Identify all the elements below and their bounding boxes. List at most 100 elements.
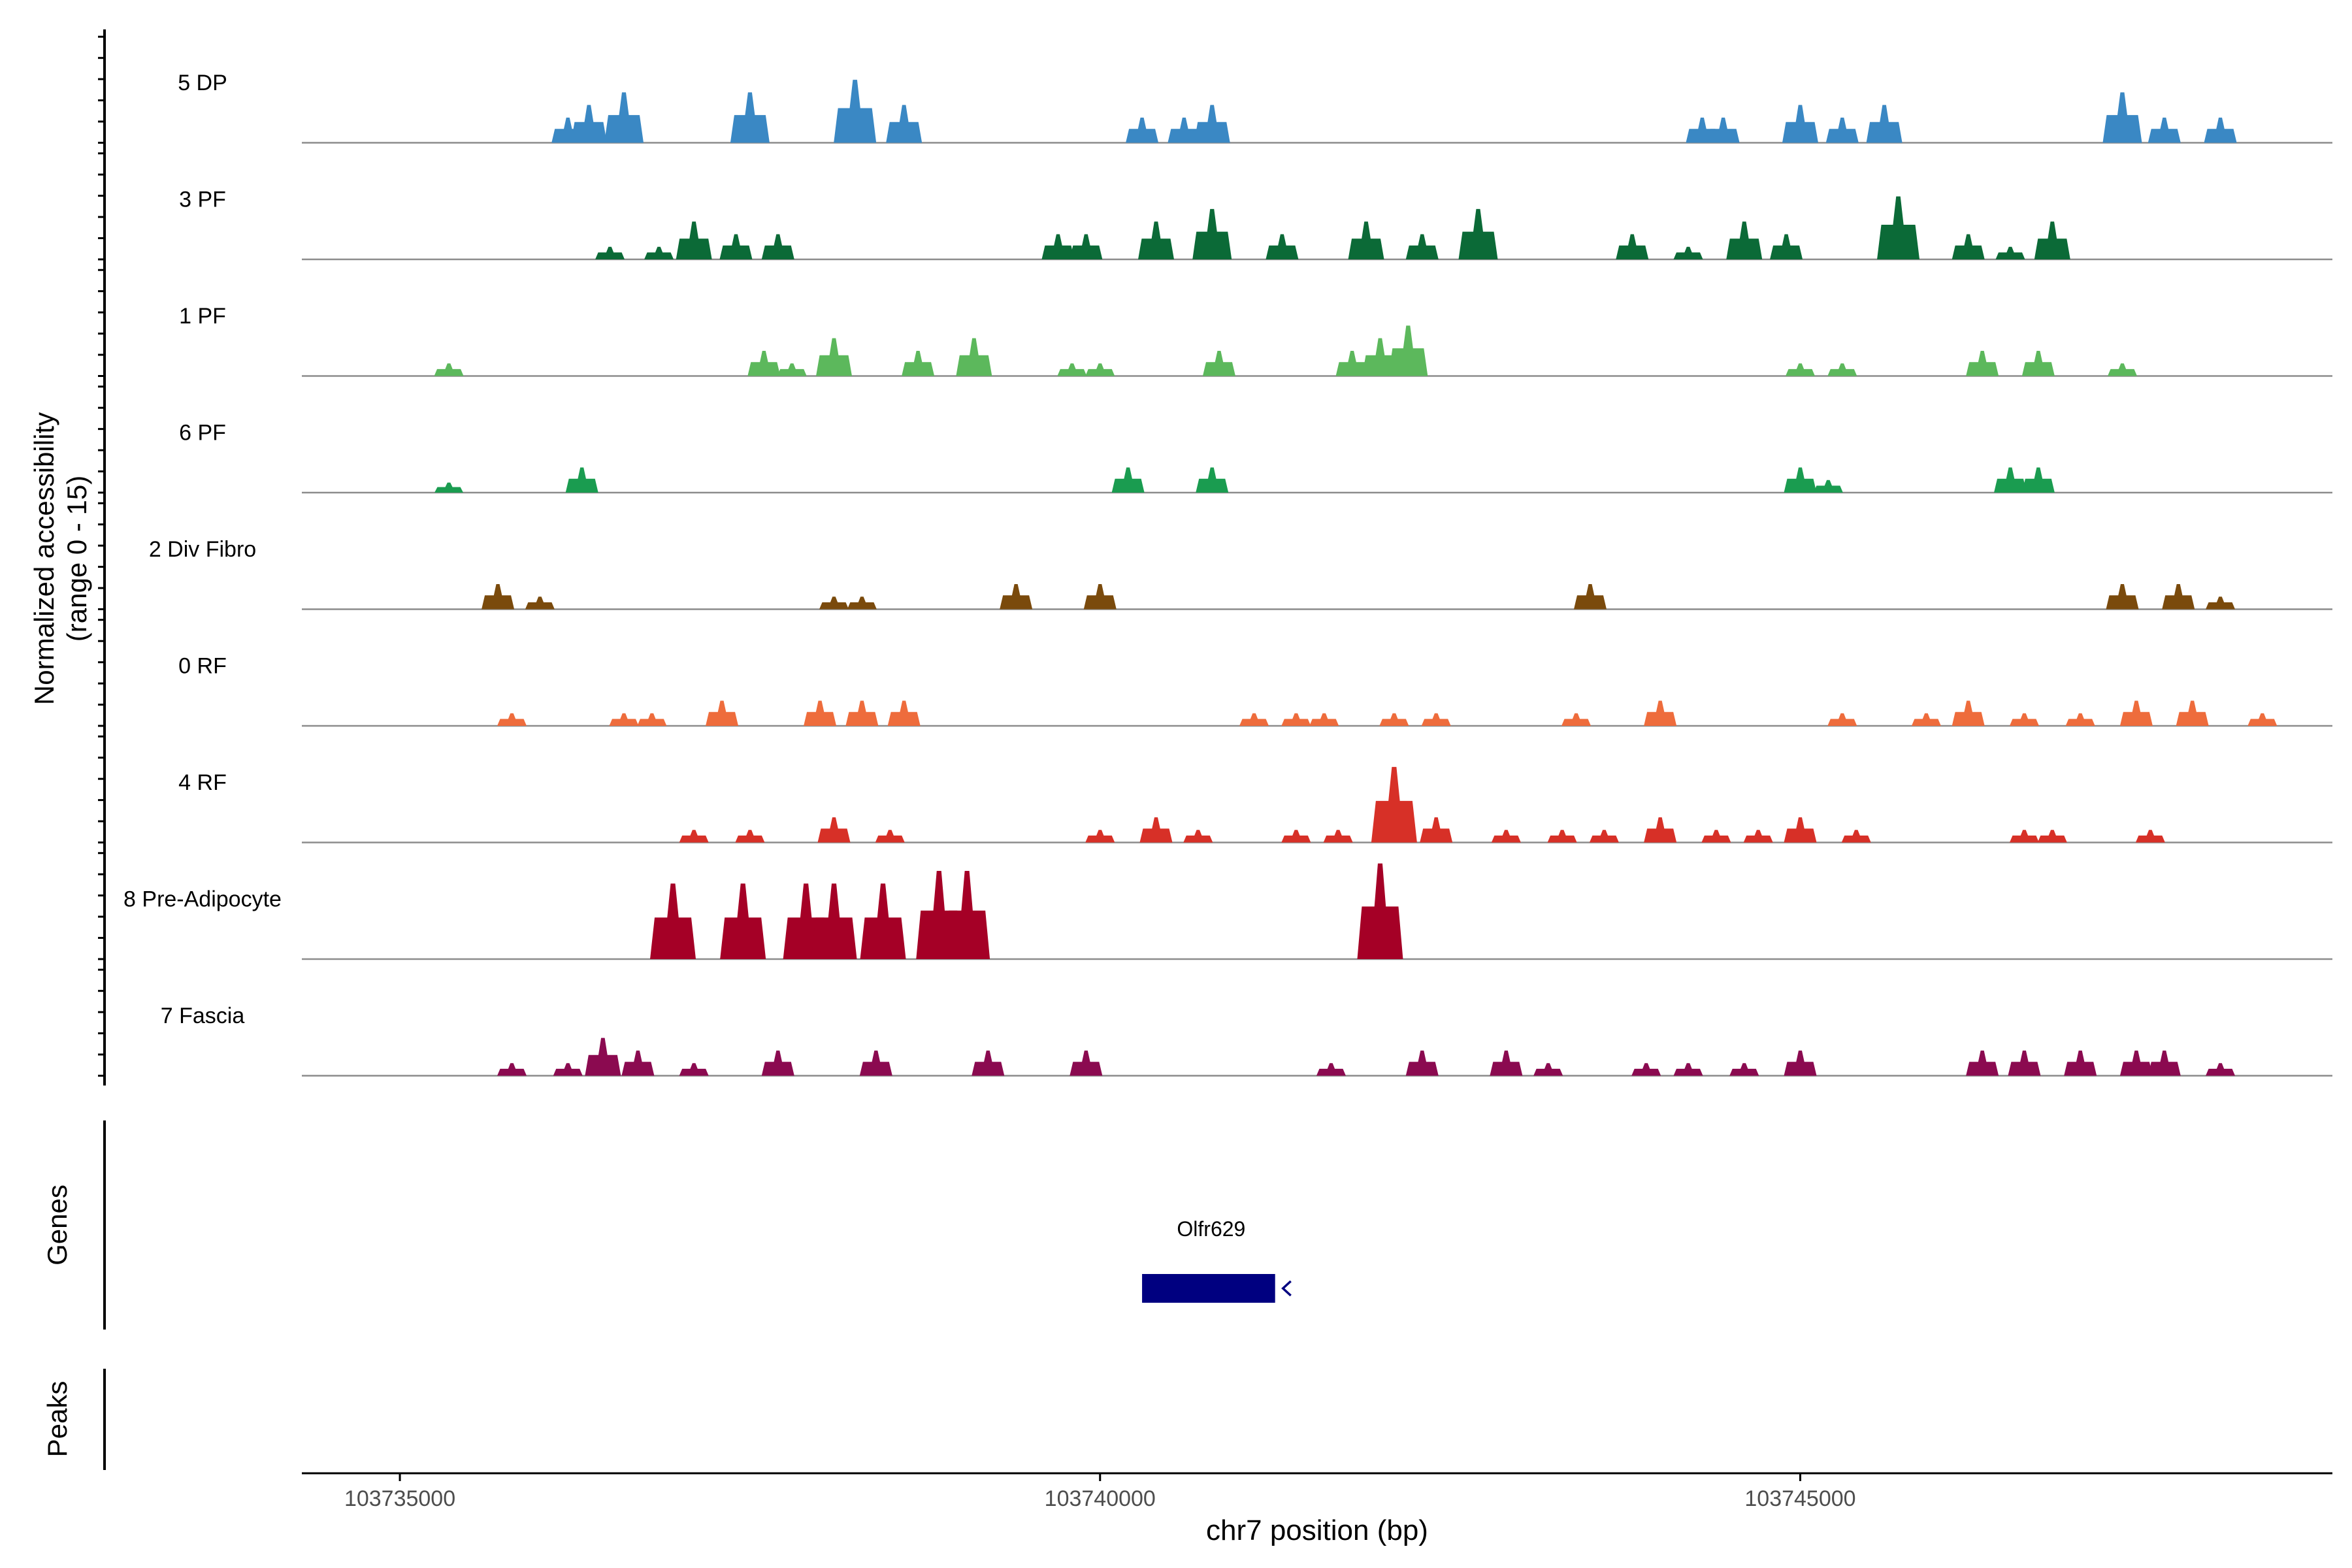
coverage-peak xyxy=(2247,713,2278,726)
coverage-peak xyxy=(2021,350,2055,376)
coverage-peak xyxy=(1041,234,1075,259)
coverage-peak xyxy=(1405,234,1439,259)
coverage-peak xyxy=(819,596,849,610)
coverage-peak xyxy=(1126,117,1159,143)
coverage-peak xyxy=(1673,1063,1703,1076)
coverage-peak xyxy=(679,1063,709,1076)
coverage-peak xyxy=(817,817,851,843)
coverage-peak xyxy=(1784,1050,1817,1076)
coverage-peak xyxy=(604,92,644,143)
gene-annotations: Olfr629 xyxy=(1142,1217,1292,1303)
coverage-peak xyxy=(1589,830,1619,843)
coverage-peak xyxy=(497,1063,527,1076)
coverage-peak xyxy=(1644,700,1677,726)
coverage-peak xyxy=(553,1063,583,1076)
coverage-peak xyxy=(1196,467,1229,493)
y-axis-title-line1: Normalized accessibility xyxy=(29,412,59,705)
genes-panel: Genes Olfr629 xyxy=(42,1120,1292,1330)
coverage-peak xyxy=(1111,467,1145,493)
coverage-peak xyxy=(886,105,923,143)
strand-arrow-icon xyxy=(1281,1280,1292,1297)
track-label: 3 PF xyxy=(179,188,226,212)
coverage-peak xyxy=(847,596,877,610)
track-label: 7 Fascia xyxy=(161,1004,245,1028)
track-1-pf: 1 PF xyxy=(179,304,2332,377)
coverage-peak xyxy=(1827,363,1857,376)
coverage-peak xyxy=(1966,350,1999,376)
coverage-peak xyxy=(1877,196,1920,259)
coverage-peak xyxy=(1770,234,1803,259)
coverage-peak xyxy=(1281,713,1311,726)
track-label: 6 PF xyxy=(179,421,226,446)
genes-panel-title: Genes xyxy=(42,1184,73,1266)
coverage-peak xyxy=(2008,1050,2041,1076)
coverage-peak xyxy=(434,482,464,493)
coverage-peak xyxy=(1458,208,1498,259)
coverage-peak xyxy=(972,1050,1005,1076)
coverage-peak xyxy=(1966,1050,1999,1076)
coverage-peak xyxy=(860,883,906,959)
coverage-peak xyxy=(1309,713,1339,726)
coverage-peak xyxy=(1825,117,1859,143)
coverage-peak xyxy=(747,350,781,376)
coverage-peak xyxy=(1139,817,1173,843)
coverage-peak xyxy=(1070,1050,1103,1076)
coverage-peak xyxy=(1785,363,1815,376)
track-5-dp: 5 DP xyxy=(178,71,2332,144)
track-6-pf: 6 PF xyxy=(179,421,2332,494)
coverage-peak xyxy=(2206,596,2236,610)
coverage-peak xyxy=(761,234,794,259)
track-label: 1 PF xyxy=(179,304,226,329)
coverage-peak xyxy=(1362,338,1398,376)
coverage-peak xyxy=(482,583,515,610)
coverage-peak xyxy=(637,713,667,726)
coverage-peak xyxy=(804,700,837,726)
gene-label: Olfr629 xyxy=(1177,1217,1245,1241)
coverage-peak xyxy=(1138,221,1175,259)
coverage-peak xyxy=(2206,1063,2236,1076)
x-axis: 103735000 103740000 103745000 chr7 positio… xyxy=(302,1472,2332,1546)
coverage-peak xyxy=(777,363,807,376)
coverage-peak xyxy=(1202,350,1235,376)
coverage-peak xyxy=(2065,713,2095,726)
coverage-peak xyxy=(1266,234,1299,259)
coverage-peak xyxy=(1183,830,1213,843)
coverage-peak xyxy=(1192,208,1232,259)
coverage-peak xyxy=(1561,713,1592,726)
peaks-panel: Peaks xyxy=(42,1369,106,1470)
coverage-peak xyxy=(1994,467,2027,493)
coverage-peak xyxy=(811,883,857,959)
track-3-pf: 3 PF xyxy=(179,188,2332,261)
coverage-peak xyxy=(1782,105,1818,143)
coverage-peak xyxy=(565,467,598,493)
track-label: 8 Pre-Adipocyte xyxy=(123,887,282,912)
coverage-peak xyxy=(1573,583,1607,610)
coverage-peak xyxy=(609,713,639,726)
coverage-peak xyxy=(1726,221,1763,259)
coverage-peak xyxy=(1420,817,1453,843)
coverage-peak xyxy=(956,338,992,376)
coverage-peak xyxy=(1168,117,1201,143)
coverage-peak xyxy=(644,246,674,259)
y-axis-title: Normalized accessibility (range 0 - 15) xyxy=(29,412,92,705)
coverage-peak xyxy=(1952,700,1985,726)
x-axis-ticks: 103735000 103740000 103745000 xyxy=(344,1473,1856,1511)
track-8-pre-adipocyte: 8 Pre-Adipocyte xyxy=(123,863,2332,960)
coverage-peak xyxy=(706,700,739,726)
coverage-peak xyxy=(2009,830,2039,843)
coverage-y-axis xyxy=(98,29,106,1086)
coverage-tracks: 5 DP 3 PF 1 PF 6 PF 2 Div Fibro 0 RF 4 RF 8 Pre… xyxy=(123,71,2332,1077)
coverage-peak xyxy=(1335,350,1369,376)
coverage-peak xyxy=(679,830,709,843)
coverage-peak xyxy=(1827,713,1857,726)
coverage-peak xyxy=(434,363,464,376)
coverage-peak xyxy=(2148,117,2181,143)
coverage-peak xyxy=(2009,713,2039,726)
coverage-peak xyxy=(1707,117,1740,143)
coverage-peak xyxy=(2064,1050,2097,1076)
coverage-peak xyxy=(719,234,753,259)
coverage-peak xyxy=(1813,480,1843,493)
coverage-peak xyxy=(1616,234,1649,259)
coverage-peak xyxy=(1348,221,1384,259)
